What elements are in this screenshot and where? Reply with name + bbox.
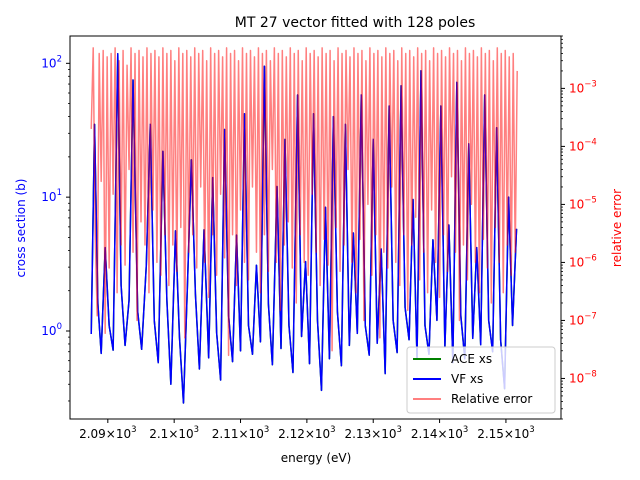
x-tick-mantissa: 2.15 [477,427,504,441]
x-tick-times-ten: ×10 [239,427,264,441]
x-tick-mantissa: 2.09 [79,427,106,441]
y-left-tick-label: 102 [41,54,62,70]
y-left-tick-base: 10 [41,190,56,204]
x-tick-times-ten: ×10 [106,427,131,441]
legend-label: VF xs [451,372,483,386]
x-tick-exponent: 3 [330,425,335,435]
y-right-tick-label: 10−8 [569,369,597,385]
x-tick-label: 2.11×103 [212,425,269,441]
y-left-tick-base: 10 [41,324,56,338]
x-tick-label: 2.09×103 [79,425,136,441]
legend-label: ACE xs [451,352,492,366]
y-right-tick-exponent: −7 [584,311,597,321]
x-tick-mantissa: 2.1 [149,427,168,441]
y-left-tick-label: 101 [41,188,62,204]
y-left-tick-exponent: 1 [57,188,62,198]
series-group [90,47,518,404]
x-tick-label: 2.13×103 [344,425,401,441]
y-left-tick-exponent: 2 [57,54,62,64]
y-right-tick-label: 10−7 [569,311,597,327]
y-axis-left-label: cross section (b) [14,179,28,278]
x-tick-times-ten: ×10 [438,427,463,441]
y-right-tick-base: 10 [569,139,584,153]
x-tick-exponent: 3 [529,425,534,435]
y-right-tick-label: 10−4 [569,137,597,153]
axes-layer: 2.09×103 2.1×103 2.11×103 2.12×103 2.13×103 2… [41,35,597,441]
plot-area [90,47,518,404]
y-right-tick-exponent: −5 [584,195,597,205]
y-right-tick-label: 10−3 [569,79,597,95]
x-tick-exponent: 3 [463,425,468,435]
series-line-2 [90,47,518,357]
x-tick-times-ten: ×10 [305,427,330,441]
x-tick-exponent: 3 [194,425,199,435]
y-left-tick-exponent: 0 [57,322,62,332]
y-right-tick-base: 10 [569,371,584,385]
y-right-tick-base: 10 [569,255,584,269]
y-right-tick-exponent: −3 [584,79,597,89]
x-tick-mantissa: 2.14 [411,427,438,441]
y-right-tick-label: 10−6 [569,253,597,269]
y-right-tick-exponent: −8 [584,369,597,379]
x-tick-mantissa: 2.11 [212,427,239,441]
y-right-tick-exponent: −6 [584,253,597,263]
x-tick-times-ten: ×10 [168,427,193,441]
x-tick-mantissa: 2.12 [278,427,305,441]
y-left-tick-label: 100 [41,322,62,338]
y-axis-right-label: relative error [610,189,624,267]
y-right-tick-base: 10 [569,81,584,95]
x-tick-times-ten: ×10 [371,427,396,441]
y-right-tick-base: 10 [569,197,584,211]
legend-label: Relative error [451,392,532,406]
x-tick-exponent: 3 [131,425,136,435]
x-tick-label: 2.1×103 [149,425,199,441]
x-tick-label: 2.15×103 [477,425,534,441]
x-tick-exponent: 3 [397,425,402,435]
x-tick-label: 2.14×103 [411,425,468,441]
y-left-tick-base: 10 [41,56,56,70]
chart-title: MT 27 vector fitted with 128 poles [235,15,476,31]
x-tick-mantissa: 2.13 [344,427,371,441]
y-right-tick-exponent: −4 [584,137,597,147]
legend-box [406,346,556,414]
x-tick-label: 2.12×103 [278,425,335,441]
y-right-tick-label: 10−5 [569,195,597,211]
x-axis-label: energy (eV) [281,451,352,465]
x-tick-times-ten: ×10 [504,427,529,441]
y-right-tick-base: 10 [569,313,584,327]
x-tick-exponent: 3 [264,425,269,435]
legend: ACE xs VF xs Relative error [406,346,556,414]
